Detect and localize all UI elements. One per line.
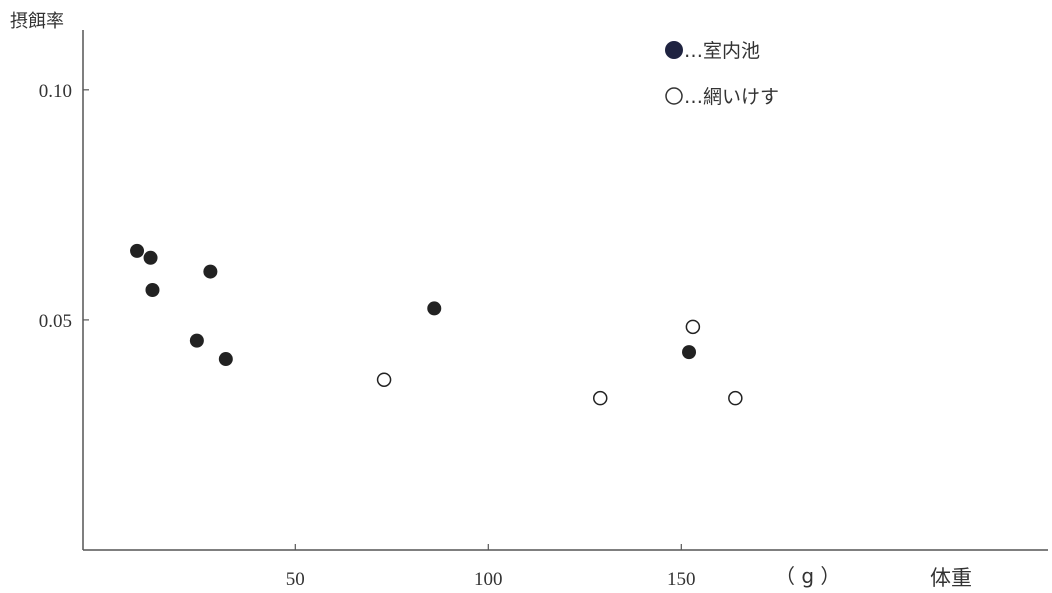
data-point-indoor-pond [143, 250, 158, 265]
axes [82, 30, 1048, 551]
data-points [130, 243, 743, 406]
x-axis-title: 体重 [930, 566, 972, 590]
x-tick-label: 150 [667, 569, 696, 590]
data-point-net-cage [376, 372, 392, 387]
data-point-indoor-pond [203, 264, 218, 279]
legend-marker-indoor-pond [665, 41, 683, 59]
legend: …室内池 …網いけす [665, 40, 779, 108]
legend-label-net-cage: …網いけす [684, 86, 779, 108]
tick-labels: 50 100 150 0.05 0.10 [39, 81, 696, 590]
data-point-net-cage [592, 390, 608, 406]
legend-marker-net-cage [665, 87, 683, 105]
y-tick-label: 0.05 [39, 311, 72, 332]
data-point-indoor-pond [189, 333, 204, 348]
x-axis-unit: （ g ） [775, 564, 840, 588]
x-tick-label: 50 [286, 569, 305, 590]
y-tick-label: 0.10 [39, 81, 72, 102]
data-point-indoor-pond [427, 301, 442, 316]
data-point-indoor-pond [130, 243, 145, 258]
data-point-indoor-pond [682, 345, 697, 360]
data-point-net-cage [728, 390, 743, 406]
data-point-indoor-pond [145, 283, 160, 297]
y-axis-title: 摂餌率 [10, 11, 64, 32]
legend-label-indoor-pond: …室内池 [684, 40, 760, 62]
x-tick-label: 100 [474, 569, 503, 590]
data-point-net-cage [685, 319, 701, 335]
data-point-indoor-pond [218, 352, 233, 367]
tick-marks [83, 89, 682, 550]
